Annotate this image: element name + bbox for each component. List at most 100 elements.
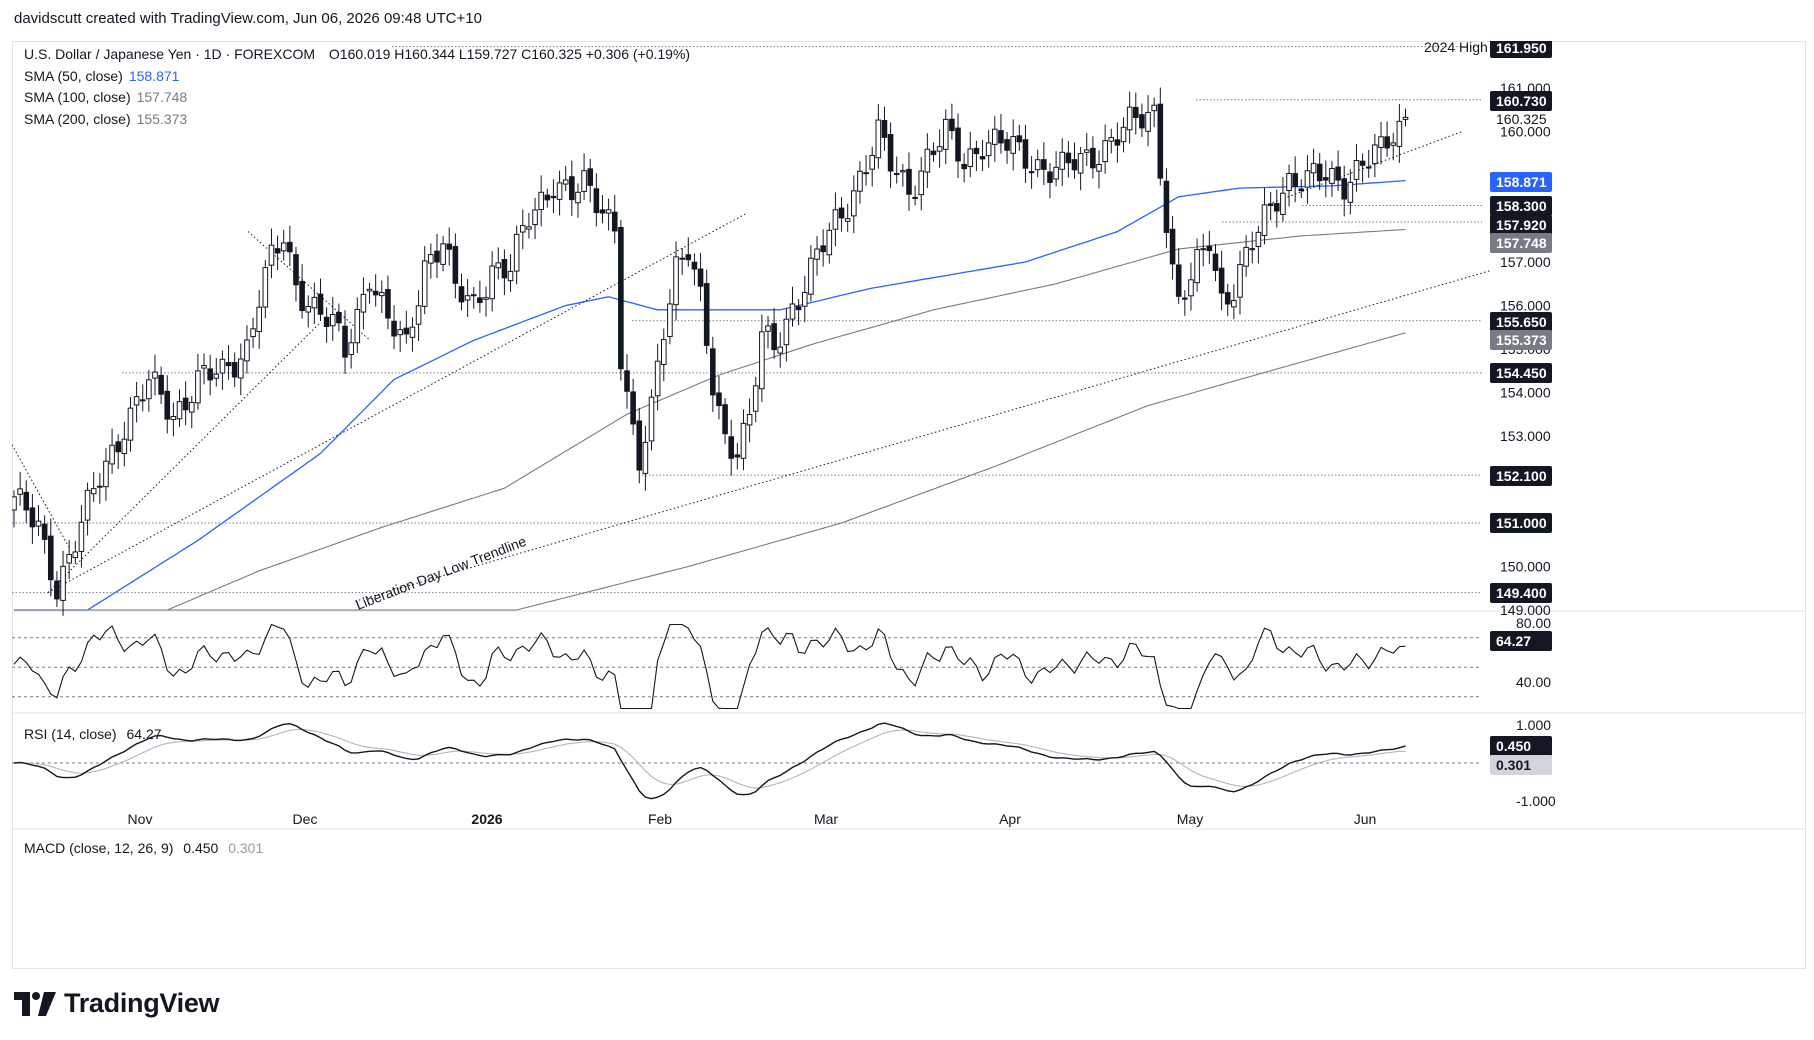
candle-body bbox=[1243, 246, 1249, 267]
sma200-legend[interactable]: SMA (200, close) 155.373 bbox=[24, 109, 690, 131]
price-badge: 152.100 bbox=[1496, 468, 1547, 484]
candle-body bbox=[844, 218, 851, 222]
candle-body bbox=[679, 257, 685, 260]
x-axis-label: May bbox=[1177, 811, 1203, 827]
candle-body bbox=[710, 348, 716, 396]
candle-body bbox=[409, 326, 416, 338]
candle-body bbox=[146, 379, 152, 400]
candle-body bbox=[918, 170, 925, 196]
candle-body bbox=[317, 293, 324, 315]
candle-body bbox=[1304, 170, 1311, 188]
candle-body bbox=[636, 420, 643, 471]
candle-body bbox=[550, 195, 557, 199]
candle-body bbox=[458, 286, 465, 303]
sma50-value: 158.871 bbox=[128, 67, 180, 84]
trendline-liberation-day bbox=[354, 270, 1491, 602]
price-badge-bg bbox=[1490, 233, 1552, 253]
candle-body bbox=[691, 261, 698, 270]
tradingview-logo-icon bbox=[14, 991, 56, 1016]
price-badge-bg bbox=[1490, 172, 1552, 192]
symbol-title[interactable]: U.S. Dollar / Japanese Yen · 1D · FOREXC… bbox=[24, 46, 315, 62]
price-badge: 161.950 bbox=[1496, 41, 1547, 56]
candle-body bbox=[783, 318, 790, 346]
candle-body bbox=[109, 444, 115, 465]
candle-body bbox=[1071, 159, 1078, 171]
candle-body bbox=[507, 270, 514, 282]
candle-body bbox=[814, 248, 820, 260]
candle-body bbox=[642, 441, 649, 474]
tradingview-logo[interactable]: TradingView bbox=[14, 988, 220, 1019]
price-badge: 160.730 bbox=[1496, 93, 1547, 109]
sma200-value: 155.373 bbox=[136, 110, 188, 127]
price-badge-bg bbox=[1490, 312, 1552, 332]
price-badge: 158.300 bbox=[1496, 198, 1547, 214]
candle-body bbox=[801, 291, 808, 307]
candle-body bbox=[1126, 106, 1133, 131]
candle-body bbox=[1004, 139, 1010, 151]
candle-body bbox=[660, 339, 667, 365]
candle-body bbox=[985, 142, 992, 157]
candle-body bbox=[716, 392, 722, 407]
candle-body bbox=[1077, 153, 1084, 174]
candle-body bbox=[195, 370, 201, 404]
candle-body bbox=[391, 320, 397, 337]
candle-body bbox=[581, 170, 587, 192]
candle-body bbox=[1378, 136, 1384, 148]
candle-body bbox=[728, 436, 735, 459]
y-tick-label: 150.000 bbox=[1500, 559, 1551, 575]
price-badge: 154.450 bbox=[1496, 365, 1547, 381]
candle-body bbox=[489, 265, 495, 300]
candle-body bbox=[1034, 159, 1041, 171]
candle-body bbox=[1108, 137, 1115, 142]
symbol-row[interactable]: U.S. Dollar / Japanese Yen · 1D · FOREXC… bbox=[24, 44, 690, 66]
price-badge-bg bbox=[1490, 91, 1552, 111]
candle-body bbox=[170, 415, 177, 420]
candle-body bbox=[1341, 178, 1348, 200]
candle-body bbox=[1182, 297, 1188, 300]
candle-body bbox=[385, 289, 391, 319]
candle-body bbox=[955, 127, 961, 162]
candle-body bbox=[84, 489, 91, 521]
candle-body bbox=[1157, 103, 1164, 179]
chart-credit: davidscutt created with TradingView.com,… bbox=[14, 10, 482, 27]
candle-body bbox=[434, 250, 440, 263]
macd-badge-bg bbox=[1490, 736, 1552, 756]
candle-body bbox=[323, 316, 330, 327]
candle-body bbox=[599, 209, 606, 214]
candle-body bbox=[881, 119, 888, 138]
candle-body bbox=[1329, 168, 1335, 184]
chart-svg[interactable]: 161.000160.000157.000156.000155.000154.0… bbox=[11, 38, 1806, 969]
y-tick-label: 156.000 bbox=[1500, 298, 1551, 314]
chart-frame[interactable]: 161.000160.000157.000156.000155.000154.0… bbox=[11, 38, 1806, 969]
y-tick-label: 149.000 bbox=[1500, 602, 1551, 618]
candle-body bbox=[1353, 159, 1360, 180]
sma100-legend[interactable]: SMA (100, close) 157.748 bbox=[24, 87, 690, 109]
candle-body bbox=[366, 288, 373, 292]
candle-body bbox=[544, 194, 551, 201]
y-tick-label: 154.000 bbox=[1500, 385, 1551, 401]
candle-body bbox=[495, 262, 502, 269]
candle-body bbox=[1206, 245, 1213, 252]
candle-body bbox=[213, 373, 220, 379]
sma50-legend[interactable]: SMA (50, close) 158.871 bbox=[24, 66, 690, 88]
rsi-legend[interactable]: RSI (14, close) 64.27 bbox=[24, 726, 162, 742]
macd-tick-label: -1.000 bbox=[1516, 793, 1556, 809]
macd-legend[interactable]: MACD (close, 12, 26, 9) 0.450 0.301 bbox=[24, 840, 263, 856]
candle-body bbox=[1390, 142, 1397, 146]
candle-body bbox=[354, 308, 361, 344]
candle-body bbox=[421, 260, 428, 307]
candle-body bbox=[1163, 180, 1170, 233]
candle-body bbox=[1102, 140, 1108, 163]
candle-body bbox=[562, 179, 569, 185]
candle-body bbox=[1280, 192, 1286, 215]
price-badge-bg bbox=[1490, 330, 1552, 350]
candle-body bbox=[440, 243, 446, 265]
candle-body bbox=[29, 507, 36, 528]
candle-body bbox=[777, 346, 784, 354]
chart-legend: U.S. Dollar / Japanese Yen · 1D · FOREXC… bbox=[24, 44, 690, 130]
candle-body bbox=[1114, 139, 1121, 146]
candle-body bbox=[513, 233, 520, 272]
candle-body bbox=[900, 170, 906, 173]
candle-body bbox=[1120, 126, 1127, 143]
candle-body bbox=[992, 128, 998, 145]
